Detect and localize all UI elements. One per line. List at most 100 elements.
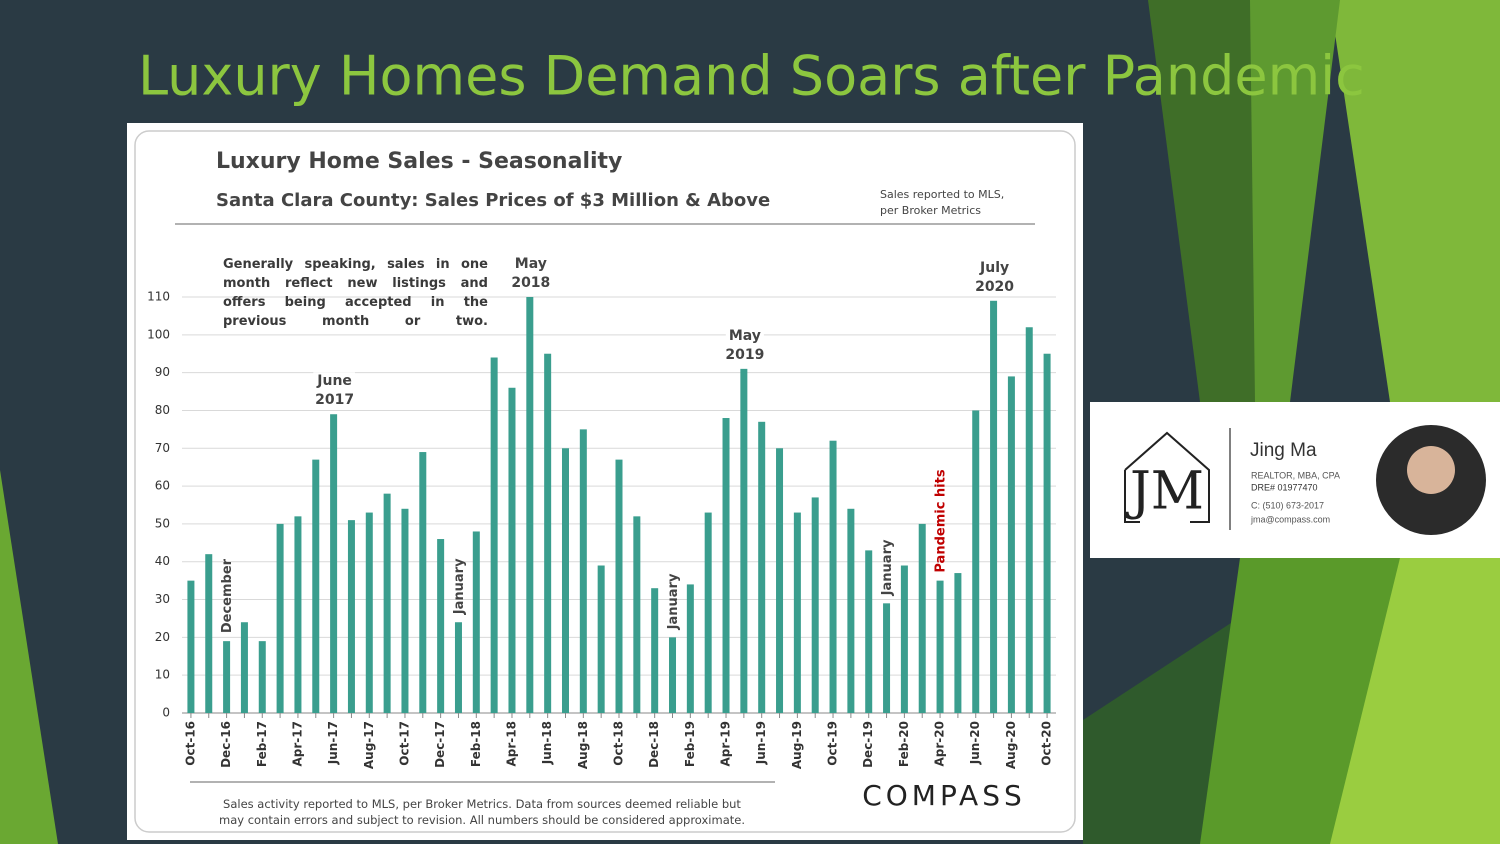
bar xyxy=(383,493,391,713)
x-tick-label: Dec-16 xyxy=(219,721,233,768)
bar xyxy=(972,410,980,713)
y-tick-label: 90 xyxy=(155,365,170,379)
bar xyxy=(669,637,677,713)
bar xyxy=(579,429,587,713)
bar xyxy=(223,641,231,713)
x-tick-label: Aug-17 xyxy=(362,721,376,769)
bar xyxy=(454,622,462,713)
credentials: REALTOR, MBA, CPA xyxy=(1251,470,1340,480)
decor xyxy=(0,470,58,844)
bar xyxy=(793,512,801,713)
annotation: January xyxy=(666,573,681,630)
bar xyxy=(847,508,855,713)
chart-note: Generally speaking, sales in one month r… xyxy=(223,257,488,329)
bar xyxy=(1043,353,1051,713)
annotation: 2020 xyxy=(975,279,1014,295)
bar xyxy=(561,448,569,713)
bar xyxy=(419,452,427,713)
bar xyxy=(954,573,962,713)
panel-border xyxy=(134,130,1076,833)
x-tick-label: Aug-18 xyxy=(576,721,590,769)
compass-logo: COMPASS xyxy=(862,779,1026,812)
email: jma@compass.com xyxy=(1250,514,1330,524)
bar xyxy=(1007,376,1015,713)
x-tick-label: Dec-19 xyxy=(861,721,875,768)
bar xyxy=(490,357,498,713)
bar xyxy=(365,512,373,713)
bar xyxy=(704,512,712,713)
bar xyxy=(472,531,480,713)
bar xyxy=(258,641,266,713)
x-tick-label: Dec-17 xyxy=(433,721,447,768)
x-tick-label: Aug-20 xyxy=(1004,721,1018,769)
bar xyxy=(508,387,516,713)
x-tick-label: Jun-17 xyxy=(326,721,340,765)
annotation: December xyxy=(220,558,235,633)
bar xyxy=(990,300,998,713)
license: DRE# 01977470 xyxy=(1251,482,1318,492)
x-tick-label: Apr-19 xyxy=(719,721,733,766)
bar xyxy=(900,565,908,713)
bar xyxy=(1025,327,1033,713)
x-tick-label: Oct-20 xyxy=(1040,721,1054,766)
annotation: May xyxy=(729,328,761,344)
y-tick-label: 40 xyxy=(155,554,170,568)
bar xyxy=(240,622,248,713)
bar xyxy=(330,414,338,713)
bar xyxy=(811,497,819,713)
y-tick-label: 80 xyxy=(155,403,170,417)
annotation-bg xyxy=(976,258,1013,277)
annotation-bg xyxy=(725,326,764,345)
y-tick-label: 60 xyxy=(155,479,170,493)
x-tick-label: Jun-18 xyxy=(540,721,554,765)
y-tick-label: 50 xyxy=(155,516,170,530)
bar xyxy=(205,554,213,713)
decor xyxy=(1330,558,1500,844)
x-tick-label: Jun-20 xyxy=(968,721,982,765)
bar xyxy=(758,421,766,713)
chart-subtitle: Santa Clara County: Sales Prices of $3 M… xyxy=(216,190,770,211)
x-tick-label: Feb-17 xyxy=(255,721,269,767)
annotation: 2019 xyxy=(725,347,764,363)
annotation: May xyxy=(515,256,547,272)
source-note: Sales reported to MLS, per Broker Metric… xyxy=(880,188,1005,217)
bar xyxy=(633,516,641,713)
annotation-bg xyxy=(508,274,554,292)
y-tick-label: 0 xyxy=(162,706,170,720)
bar xyxy=(544,353,552,713)
bar xyxy=(829,440,837,713)
bar xyxy=(312,459,320,713)
house-icon xyxy=(1124,431,1210,523)
decor xyxy=(1250,0,1340,402)
bar xyxy=(597,565,605,713)
y-tick-label: 20 xyxy=(155,630,170,644)
x-tick-label: Oct-16 xyxy=(183,721,197,766)
y-tick-label: 30 xyxy=(155,592,170,606)
agent-name: Jing Ma xyxy=(1250,440,1317,461)
bar xyxy=(437,539,445,713)
x-tick-label: Aug-19 xyxy=(790,721,804,769)
x-tick-label: Feb-20 xyxy=(897,721,911,767)
bar xyxy=(401,508,409,713)
bar xyxy=(651,588,659,713)
bar xyxy=(187,580,195,713)
house-icon xyxy=(1124,470,1140,523)
bar xyxy=(936,580,944,713)
footnote: Sales activity reported to MLS, per Brok… xyxy=(219,797,745,827)
bar xyxy=(347,520,355,713)
bar xyxy=(918,523,926,713)
annotation-bg xyxy=(722,345,768,364)
bar xyxy=(526,297,534,713)
x-tick-label: Dec-18 xyxy=(647,721,661,768)
y-tick-label: 100 xyxy=(147,327,170,341)
annotation: 2017 xyxy=(315,392,354,408)
annotation-bg xyxy=(511,255,550,273)
bar xyxy=(276,523,284,713)
annotation: July xyxy=(979,260,1009,276)
bar xyxy=(615,459,623,713)
decor xyxy=(1330,0,1500,402)
agent-photo-face xyxy=(1407,446,1455,494)
x-tick-label: Apr-17 xyxy=(290,721,304,766)
